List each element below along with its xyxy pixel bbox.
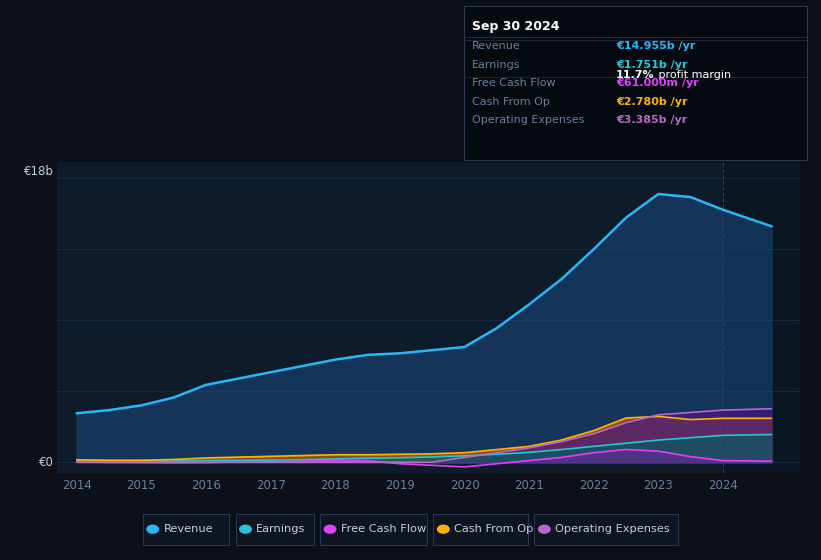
Text: Cash From Op: Cash From Op <box>454 524 534 534</box>
Text: €3.385b /yr: €3.385b /yr <box>616 115 687 125</box>
Text: €14.955b /yr: €14.955b /yr <box>616 41 695 52</box>
Text: Sep 30 2024: Sep 30 2024 <box>472 20 560 32</box>
Bar <box>723 162 800 473</box>
Text: €61.000m /yr: €61.000m /yr <box>616 78 699 88</box>
Text: €18b: €18b <box>24 165 53 178</box>
Text: Free Cash Flow: Free Cash Flow <box>472 78 556 88</box>
Text: Operating Expenses: Operating Expenses <box>555 524 670 534</box>
Text: Revenue: Revenue <box>472 41 521 52</box>
Text: €1.751b /yr: €1.751b /yr <box>616 60 687 70</box>
Text: Operating Expenses: Operating Expenses <box>472 115 585 125</box>
Text: Cash From Op: Cash From Op <box>472 97 550 107</box>
Text: €0: €0 <box>39 456 53 469</box>
Text: Earnings: Earnings <box>256 524 305 534</box>
Text: Revenue: Revenue <box>163 524 213 534</box>
Text: profit margin: profit margin <box>655 70 732 80</box>
Text: Free Cash Flow: Free Cash Flow <box>341 524 426 534</box>
Text: Earnings: Earnings <box>472 60 521 70</box>
Text: €2.780b /yr: €2.780b /yr <box>616 97 687 107</box>
Text: 11.7%: 11.7% <box>616 70 654 80</box>
